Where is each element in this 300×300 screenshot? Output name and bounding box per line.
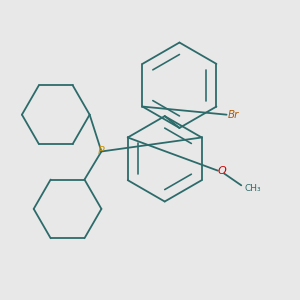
Text: CH₃: CH₃ (244, 184, 261, 193)
Text: P: P (98, 146, 105, 157)
Text: Br: Br (228, 110, 239, 120)
Text: O: O (218, 166, 226, 176)
